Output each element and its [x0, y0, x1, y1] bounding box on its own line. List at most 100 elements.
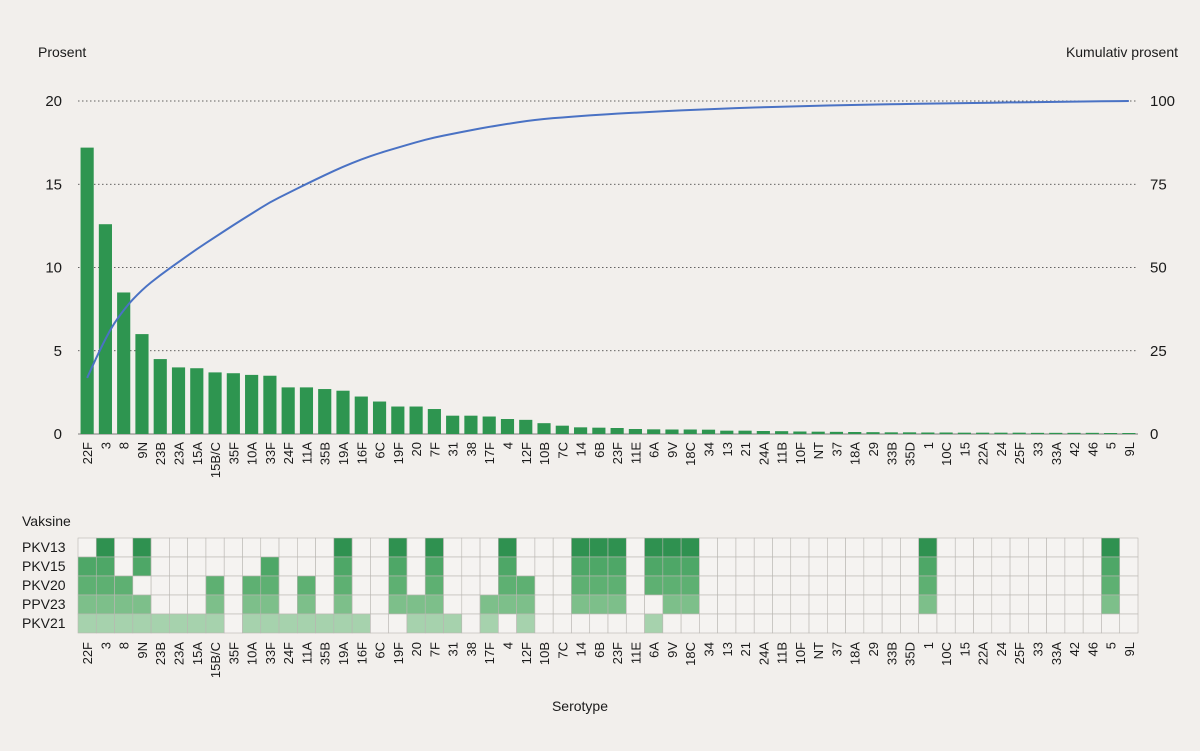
x-tick-label: 17F: [482, 442, 497, 464]
heatmap-cell: [1046, 537, 1066, 558]
x-axis-label: Serotype: [552, 698, 608, 714]
heatmap-cell: [242, 594, 262, 615]
heatmap-cell: [863, 613, 883, 634]
heatmap-cell: [881, 556, 901, 577]
heatmap-cell: [863, 594, 883, 615]
heatmap-cell: [662, 537, 682, 558]
heatmap-cell: [187, 575, 207, 596]
vaccine-label: PKV21: [22, 615, 66, 631]
bar: [482, 416, 496, 434]
bar: [409, 406, 423, 434]
heatmap-cell: [680, 594, 700, 615]
heatmap-cell: [114, 537, 134, 558]
right-axis-ticks: 0 25 50 75 100: [1150, 93, 1175, 443]
heatmap-cell: [169, 613, 188, 634]
heatmap-cell: [77, 556, 97, 577]
heatmap-cell: [406, 613, 426, 634]
heatmap-cell: [1082, 575, 1102, 596]
vaccine-heatmap: [77, 537, 1139, 634]
x-tick-label: 12F: [519, 442, 534, 464]
x-tick-label: 9V: [665, 442, 680, 458]
heatmap-cell: [607, 575, 627, 596]
heatmap-cell: [625, 594, 645, 615]
x-tick-label-bottom: 10B: [537, 642, 552, 665]
heatmap-cell: [571, 556, 591, 577]
x-tick-label: 24: [994, 442, 1009, 456]
heatmap-cell: [954, 556, 974, 577]
heatmap-cell: [845, 594, 865, 615]
x-tick-label: 33B: [884, 442, 899, 465]
left-tick-label: 10: [45, 260, 62, 277]
x-tick-label: 11B: [775, 442, 790, 464]
heatmap-cell: [808, 613, 828, 634]
heatmap-cell: [552, 613, 572, 634]
heatmap-cell: [625, 537, 645, 558]
heatmap-cell: [918, 537, 938, 558]
heatmap-cell: [260, 537, 280, 558]
heatmap-cell: [1009, 556, 1029, 577]
heatmap-cell: [717, 613, 737, 634]
heatmap-cell: [242, 613, 262, 634]
heatmap-cell: [242, 575, 262, 596]
heatmap-cell: [918, 556, 938, 577]
heatmap-cell: [1064, 575, 1084, 596]
bar: [756, 431, 770, 434]
bar: [720, 430, 734, 434]
heatmap-cell: [936, 594, 956, 615]
heatmap-cell: [589, 594, 609, 615]
x-tick-label-bottom: 10A: [245, 642, 260, 665]
heatmap-cell: [772, 594, 792, 615]
heatmap-cell: [223, 556, 243, 577]
heatmap-cell: [900, 575, 919, 596]
heatmap-cell: [351, 575, 371, 596]
heatmap-cell: [278, 556, 298, 577]
x-tick-label-bottom: 34: [702, 642, 717, 656]
heatmap-cell: [315, 537, 335, 558]
x-tick-label: 10F: [793, 442, 808, 464]
bar: [884, 432, 898, 434]
heatmap-cell: [717, 575, 737, 596]
x-tick-label: 23F: [610, 442, 625, 464]
vaccine-label: PPV23: [22, 596, 66, 612]
heatmap-cell: [991, 537, 1011, 558]
bar: [1030, 432, 1045, 434]
heatmap-cell: [863, 537, 883, 558]
heatmap-cell: [187, 594, 207, 615]
heatmap-cell: [388, 594, 408, 615]
heatmap-cell: [114, 613, 134, 634]
x-tick-label-bottom: 6B: [592, 642, 607, 658]
heatmap-cell: [1101, 537, 1121, 558]
x-tick-label-bottom: 13: [720, 642, 735, 656]
heatmap-cell: [973, 556, 993, 577]
heatmap-cell: [297, 613, 316, 634]
heatmap-cell: [351, 537, 371, 558]
heatmap-cell: [644, 556, 664, 577]
heatmap-cell: [498, 537, 517, 558]
x-tick-label-bottom: 23A: [172, 642, 187, 665]
x-tick-label: 33F: [263, 442, 278, 464]
x-tick-label-bottom: 33: [1030, 642, 1045, 656]
bar: [957, 432, 971, 434]
x-tick-label-bottom: 35B: [318, 642, 333, 665]
x-tick-label: 22F: [80, 442, 95, 464]
heatmap-cell: [772, 613, 792, 634]
x-tick-label: 33: [1030, 442, 1045, 456]
right-tick-label: 0: [1150, 426, 1158, 443]
heatmap-cell: [936, 613, 956, 634]
x-tick-label-bottom: 35D: [903, 642, 918, 666]
x-tick-label: 46: [1085, 442, 1100, 456]
heatmap-cell: [534, 556, 554, 577]
heatmap-cell: [991, 556, 1011, 577]
bar: [464, 415, 478, 434]
heatmap-cell: [644, 613, 664, 634]
heatmap-cell: [1046, 594, 1066, 615]
heatmap-cell: [1101, 575, 1121, 596]
x-tick-label-bottom: 19F: [391, 642, 406, 664]
x-tick-label: 29: [866, 442, 881, 456]
heatmap-cell: [644, 537, 664, 558]
bar: [665, 429, 679, 434]
x-tick-label-bottom: 24A: [756, 642, 771, 665]
bar: [939, 432, 953, 434]
heatmap-cell: [498, 575, 517, 596]
bar: [336, 390, 350, 434]
